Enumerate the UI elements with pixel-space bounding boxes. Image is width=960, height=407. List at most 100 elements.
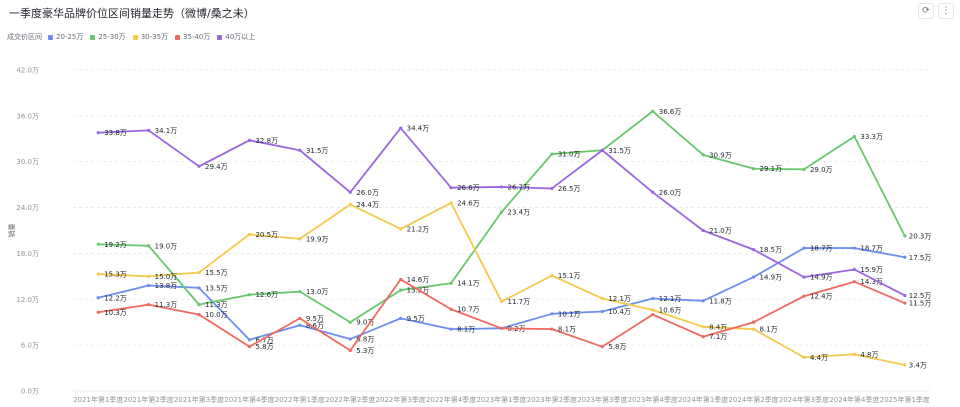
data-label: 9.5万 [407,315,425,323]
data-point [449,186,453,190]
data-point [348,337,352,341]
data-point [399,277,403,282]
data-label: 29.4万 [205,163,228,171]
data-point [550,327,554,331]
data-point [96,310,100,314]
data-point [348,348,352,353]
data-label: 15.1万 [558,272,581,280]
data-label: 31.5万 [608,147,631,155]
x-tick-label: 2022年第4季度 [426,395,476,404]
data-label: 18.5万 [760,246,783,254]
refresh-icon[interactable]: ⟳ [918,3,934,19]
x-tick-label: 2022年第2季度 [325,395,375,404]
data-point [802,294,806,298]
x-tick-label: 2021年第4季度 [224,395,274,404]
data-label: 12.5万 [909,292,932,300]
data-label: 8.1万 [760,326,778,334]
data-label: 12.4万 [810,293,833,301]
x-tick-label: 2021年第1季度 [73,395,123,404]
data-label: 6.7万 [255,336,273,344]
data-point [701,299,705,303]
legend-label: 25-30万 [98,33,126,41]
data-point [96,242,100,246]
data-point [147,303,151,307]
data-label: 13.8万 [155,282,178,290]
data-point [247,232,252,236]
data-point [197,303,201,307]
data-point [197,164,201,168]
data-point [197,312,201,317]
data-point [751,166,756,171]
y-tick-label: 18.0万 [16,250,39,258]
data-label: 9.0万 [356,319,374,327]
data-point [197,270,201,275]
data-point [600,309,604,314]
data-label: 14.3万 [860,278,883,286]
data-point [499,326,504,330]
data-point [751,248,756,252]
data-point [449,281,453,285]
data-point [751,327,756,331]
data-point [651,296,655,301]
data-point [298,323,302,327]
data-point [600,345,604,349]
data-point [903,293,907,298]
legend-item-40-plus[interactable]: 40万以上 [217,32,255,42]
data-point [147,274,151,278]
data-label: 32.8万 [255,137,278,145]
data-label: 21.2万 [407,225,430,233]
data-point [600,148,604,152]
data-label: 23.4万 [508,209,531,217]
data-point [550,186,554,191]
data-point [247,338,252,342]
data-point [399,126,403,130]
data-label: 10.7万 [457,306,480,314]
data-point [247,293,252,297]
x-tick-label: 2023年第3季度 [577,395,627,404]
chart-title: 一季度豪华品牌价位区间销量走势（微博/桑之未） [9,7,255,20]
data-point [903,255,907,259]
legend-swatch [48,34,53,40]
legend-item-25-30[interactable]: 25-30万 [90,32,126,42]
data-label: 26.5万 [558,185,581,193]
data-label: 36.6万 [659,108,682,116]
data-point [903,363,907,367]
legend-item-20-25[interactable]: 20-25万 [48,32,83,42]
data-label: 11.8万 [709,297,732,305]
data-label: 15.5万 [205,269,228,277]
more-vertical-icon[interactable]: ⋮ [938,3,954,19]
data-point [852,352,856,356]
data-label: 8.1万 [457,326,475,334]
data-point [449,327,453,331]
data-point [298,290,302,294]
x-tick-label: 2021年第2季度 [123,395,173,404]
data-label: 10.3万 [104,309,127,317]
chart-toolbar: ⟳ ⋮ [918,3,954,19]
y-tick-label: 42.0万 [16,67,39,75]
data-label: 14.6万 [407,276,430,284]
data-label: 6.8万 [356,336,374,344]
legend-item-30-35[interactable]: 30-35万 [132,32,169,42]
x-tick-label: 2024年第1季度 [678,395,728,404]
legend-item-35-40[interactable]: 35-40万 [175,32,210,42]
data-point [399,316,403,320]
x-tick-label: 2023年第2季度 [527,395,577,404]
data-label: 10.4万 [608,308,631,316]
data-label: 34.1万 [155,127,178,135]
data-label: 9.5万 [306,315,324,323]
legend-label: 30-35万 [140,33,169,41]
data-label: 31.0万 [558,151,581,159]
data-point [96,272,100,276]
data-label: 15.0万 [155,273,178,281]
data-label: 34.4万 [407,125,430,133]
data-point [802,167,806,171]
data-point [651,109,655,113]
data-point [499,185,504,189]
data-point [651,308,655,312]
data-label: 17.5万 [909,254,932,262]
data-label: 14.9万 [810,274,833,282]
data-label: 12.1万 [659,295,682,303]
data-label: 30.9万 [709,151,732,159]
y-tick-label: 36.0万 [16,112,39,120]
